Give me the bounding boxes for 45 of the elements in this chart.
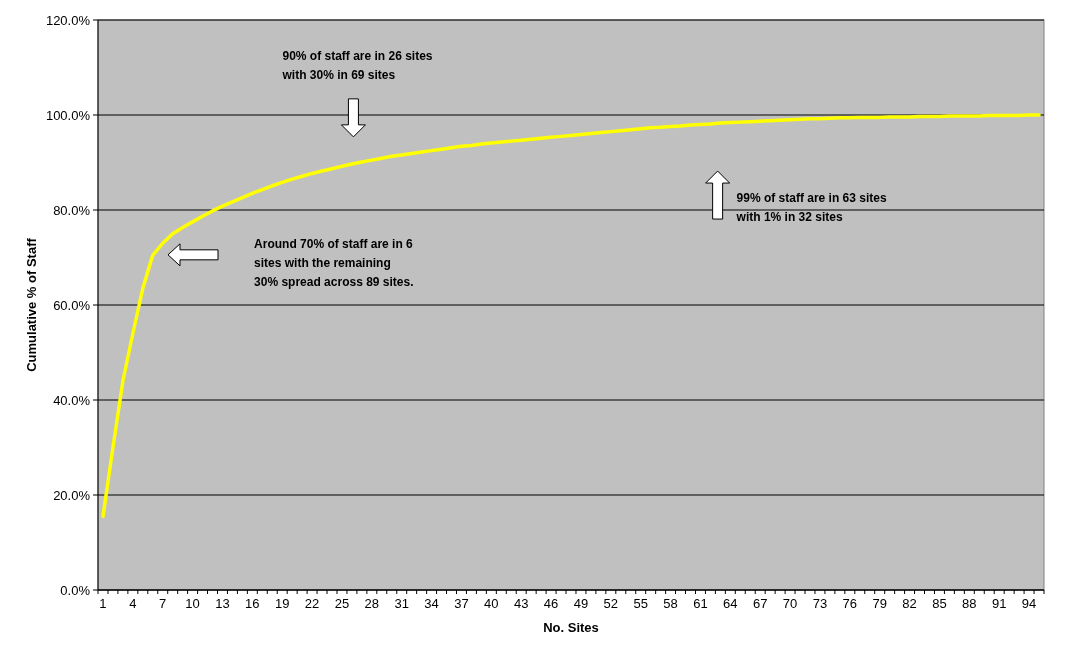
x-tick-label: 82 xyxy=(902,596,917,611)
x-tick-label: 22 xyxy=(304,596,320,611)
x-tick-label: 55 xyxy=(633,596,648,611)
x-tick-label: 70 xyxy=(782,596,798,611)
x-tick-label: 64 xyxy=(723,596,738,611)
x-tick-label: 94 xyxy=(1021,596,1037,611)
x-tick-label: 43 xyxy=(513,596,529,611)
annotation: Around 70% of staff are in 6 sites with the remaining 30% spread across 89 sites. xyxy=(254,237,414,289)
y-tick-label: 100.0% xyxy=(45,107,91,123)
x-tick-label: 19 xyxy=(274,596,290,611)
x-tick-label: 52 xyxy=(603,596,619,611)
x-axis-title: No. Sites xyxy=(543,620,599,635)
x-tick-label: 10 xyxy=(185,596,200,611)
line-series xyxy=(101,113,1041,519)
x-tick-label: 13 xyxy=(215,596,230,611)
x-tick-label: 88 xyxy=(962,596,977,611)
x-tick-label: 91 xyxy=(991,596,1007,611)
y-tick-label: 80.0% xyxy=(53,202,91,218)
x-tick-label: 49 xyxy=(573,596,589,611)
x-tick-label: 40 xyxy=(484,596,499,611)
y-tick-label: 40.0% xyxy=(53,392,91,408)
x-tick-label: 1 xyxy=(99,596,107,611)
x-tick-label: 73 xyxy=(812,596,828,611)
x-tick-label: 67 xyxy=(752,596,768,611)
y-tick-label: 120.0% xyxy=(45,12,91,28)
annotation: 90% of staff are in 26 sites with 30% in 69 sites xyxy=(281,48,433,82)
x-tick-label: 61 xyxy=(693,596,708,611)
x-tick-label: 7 xyxy=(159,596,167,611)
x-tick-label: 46 xyxy=(543,596,559,611)
x-tick-label: 76 xyxy=(842,596,858,611)
x-tick-label: 37 xyxy=(454,596,469,611)
x-tick-label: 79 xyxy=(872,596,887,611)
y-tick-label: 0.0% xyxy=(60,582,91,598)
x-tick-label: 25 xyxy=(334,596,350,611)
annotation: 99% of staff are in 63 sites with 1% in 32 sites xyxy=(735,191,887,225)
x-tick-label: 31 xyxy=(394,596,409,611)
y-axis-title: Cumulative % of Staff xyxy=(24,237,39,372)
x-tick-label: 85 xyxy=(932,596,947,611)
x-tick-label: 28 xyxy=(364,596,380,611)
y-tick-label: 20.0% xyxy=(53,487,91,503)
x-tick-label: 4 xyxy=(129,596,137,611)
y-tick-label: 60.0% xyxy=(53,297,91,313)
x-tick-label: 16 xyxy=(245,596,260,611)
x-tick-label: 58 xyxy=(663,596,678,611)
x-tick-label: 34 xyxy=(424,596,439,611)
